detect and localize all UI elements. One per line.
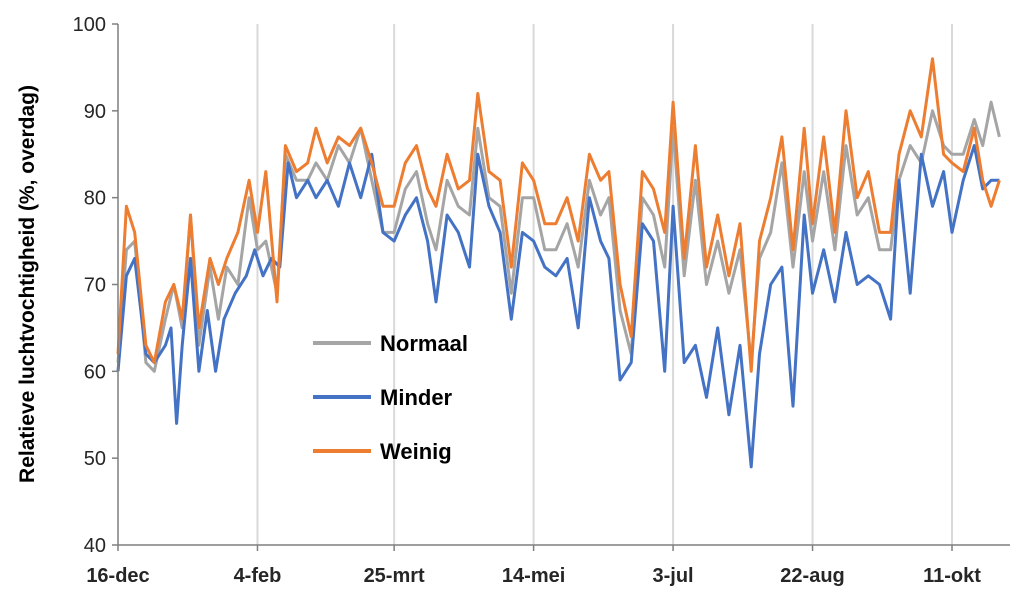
- y-tick-labels: 40 50 60 70 80 90 100: [73, 14, 118, 557]
- series-line-minder: [116, 144, 1000, 469]
- series-lines: [116, 57, 1001, 469]
- legend-label-minder: Minder: [380, 385, 453, 410]
- y-tick-label: 80: [84, 188, 106, 210]
- chart-axes: [117, 24, 1010, 546]
- legend-label-normaal: Normaal: [380, 331, 468, 356]
- y-tick-label: 60: [84, 361, 106, 383]
- x-tick-label: 25-mrt: [364, 565, 425, 587]
- legend: Normaal Minder Weinig: [313, 331, 468, 464]
- y-tick-label: 90: [84, 101, 106, 123]
- y-tick-label: 40: [84, 535, 106, 557]
- y-tick-label: 100: [73, 14, 106, 36]
- x-tick-label: 14-mei: [502, 565, 565, 587]
- series-line-weinig: [116, 57, 1001, 373]
- x-tick-label: 3-jul: [653, 565, 694, 587]
- x-tick-label: 22-aug: [780, 565, 844, 587]
- legend-label-weinig: Weinig: [380, 439, 452, 464]
- x-tick-labels: 16-dec 4-feb 25-mrt 14-mei 3-jul 22-aug 11-okt: [86, 545, 981, 587]
- series-line-normaal: [116, 100, 1001, 373]
- y-tick-label: 70: [84, 275, 106, 297]
- y-tick-label: 50: [84, 448, 106, 470]
- x-tick-label: 4-feb: [234, 565, 282, 587]
- x-tick-label: 11-okt: [923, 565, 981, 587]
- vertical-gridlines: [256, 24, 954, 545]
- x-tick-label: 16-dec: [86, 565, 149, 587]
- y-axis-title: Relatieve luchtvochtigheid (%, overdag): [16, 85, 39, 483]
